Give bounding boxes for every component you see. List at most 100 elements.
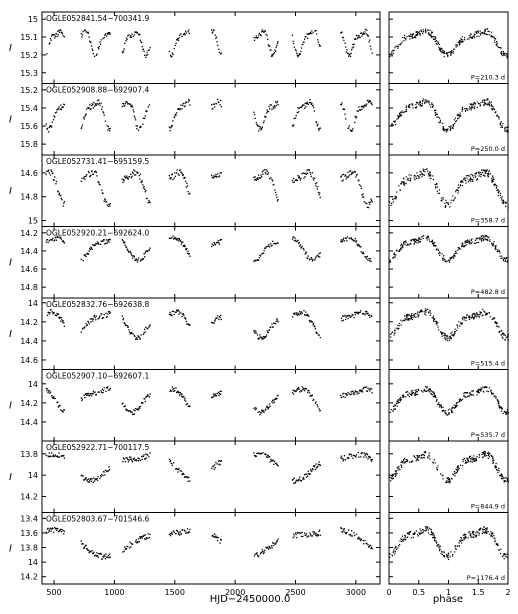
data-point <box>274 50 277 53</box>
star-label: OGLE052832.76−692638.8 <box>46 300 149 309</box>
data-point <box>293 477 295 479</box>
data-point <box>52 237 54 240</box>
data-point <box>293 533 295 535</box>
phased-point <box>407 244 409 246</box>
phased-point <box>474 173 476 175</box>
phased-point <box>454 252 456 255</box>
phased-point <box>449 206 451 208</box>
data-point <box>363 253 365 255</box>
data-point <box>124 546 126 548</box>
data-point <box>58 456 61 458</box>
phased-point <box>466 177 468 179</box>
phased-point <box>467 461 469 463</box>
phased-point <box>448 126 450 128</box>
data-point <box>103 387 105 389</box>
phased-point <box>492 318 494 320</box>
phased-point <box>409 38 411 40</box>
phased-point <box>483 528 485 531</box>
phased-point <box>401 540 403 543</box>
phased-point <box>500 257 502 259</box>
data-point <box>361 35 363 37</box>
phased-point <box>494 465 496 467</box>
data-point <box>319 534 321 536</box>
data-point <box>58 29 60 32</box>
phased-point <box>461 41 463 43</box>
data-point <box>315 401 317 403</box>
phased-point <box>393 549 395 551</box>
data-point <box>215 37 217 40</box>
data-point <box>62 106 64 108</box>
phased-point <box>444 336 446 338</box>
phased-point <box>492 462 494 465</box>
phased-point <box>402 540 404 542</box>
phased-point <box>440 404 442 406</box>
phased-point <box>438 189 440 191</box>
data-point <box>54 397 56 400</box>
phased-point <box>389 53 392 56</box>
data-point <box>302 388 304 391</box>
phased-point <box>458 399 460 401</box>
data-point <box>62 411 64 413</box>
phased-point <box>497 400 500 402</box>
phased-point <box>430 312 432 314</box>
phased-point <box>418 175 420 177</box>
phased-point <box>428 454 430 456</box>
data-point <box>316 188 318 190</box>
data-point <box>94 103 96 105</box>
data-point <box>92 49 94 52</box>
data-point <box>170 177 172 179</box>
phased-point <box>405 319 407 321</box>
period-label: P=515.4 d <box>471 360 505 368</box>
data-point <box>139 173 142 175</box>
phased-point <box>468 456 471 459</box>
data-point <box>182 529 184 531</box>
data-point <box>362 387 364 390</box>
phase-tick-label: 1 <box>446 588 451 597</box>
phased-point <box>502 53 505 55</box>
data-point <box>266 109 268 111</box>
data-point <box>340 240 342 243</box>
phased-point <box>464 244 466 247</box>
phased-point <box>411 318 414 321</box>
data-point <box>273 401 276 403</box>
phased-point <box>502 199 505 201</box>
phased-point <box>393 253 395 255</box>
data-point <box>367 387 369 389</box>
data-point <box>305 473 307 475</box>
phased-point <box>463 316 465 318</box>
phased-point <box>447 557 449 559</box>
data-point <box>187 480 189 482</box>
data-point <box>171 52 174 54</box>
data-point <box>145 457 148 459</box>
data-point <box>267 173 269 176</box>
data-point <box>340 527 343 530</box>
phased-point <box>467 38 469 40</box>
phased-point <box>445 261 447 263</box>
data-point <box>97 476 99 478</box>
data-point <box>63 202 65 205</box>
phased-point <box>420 238 422 240</box>
phased-point <box>402 539 404 541</box>
phased-point <box>452 52 455 54</box>
phased-point <box>398 325 400 327</box>
phased-point <box>490 391 493 394</box>
phased-point <box>486 452 489 455</box>
phased-point <box>408 35 410 37</box>
data-point <box>60 194 62 197</box>
phased-point <box>425 32 427 34</box>
data-point <box>88 172 90 174</box>
phased-point <box>469 241 471 243</box>
data-point <box>98 316 101 318</box>
data-point <box>360 105 362 108</box>
phased-point <box>482 171 484 174</box>
phased-point <box>449 479 451 481</box>
data-point <box>80 331 82 333</box>
phased-point <box>398 327 400 330</box>
phased-point <box>414 174 416 177</box>
phased-point <box>405 105 407 107</box>
phased-point <box>500 473 503 475</box>
data-point <box>84 114 87 116</box>
phased-point <box>419 102 421 104</box>
phased-point <box>507 412 509 415</box>
phased-point <box>498 467 500 469</box>
